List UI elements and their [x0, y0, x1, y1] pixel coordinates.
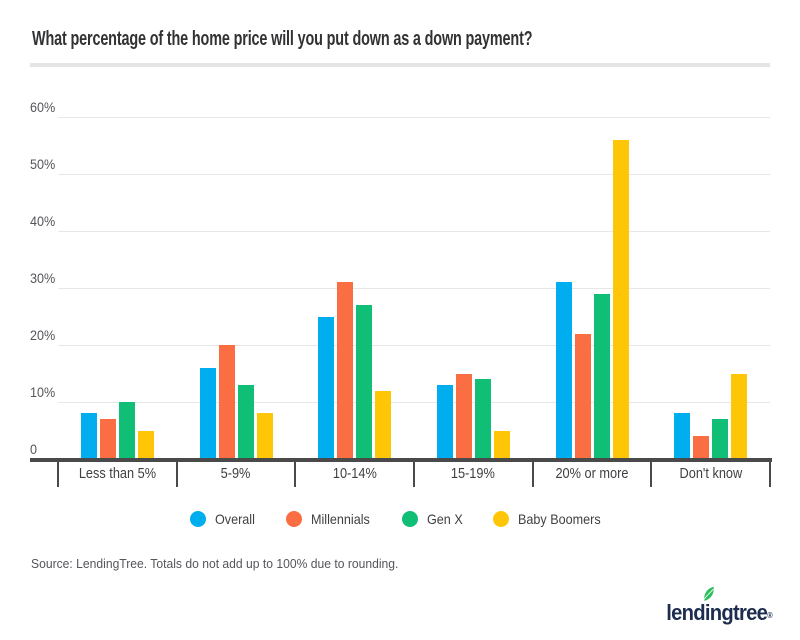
- legend: Overall Millennials Gen X Baby Boomers: [0, 511, 800, 527]
- axis-tick: [294, 459, 297, 487]
- bar-millennials-0: [99, 419, 116, 459]
- y-axis-label: 40%: [30, 213, 56, 229]
- legend-item-overall: Overall: [190, 511, 259, 527]
- category-label: Don't know: [651, 464, 770, 484]
- category-label: 10-14%: [295, 464, 414, 484]
- bar-overall-3: [436, 384, 453, 459]
- category-label-text: Don't know: [679, 465, 742, 482]
- bar-millennials-4: [574, 333, 591, 459]
- logo-text: lendingtree®: [666, 586, 773, 626]
- axis-tick: [531, 459, 534, 487]
- logo-wordmark: lendingtree: [666, 600, 768, 625]
- bar-gen-x-1: [237, 384, 254, 459]
- bar-baby-boomers-5: [731, 373, 748, 459]
- page-title: What percentage of the home price will y…: [32, 28, 533, 50]
- axis-tick: [57, 459, 59, 487]
- y-gridline: [58, 173, 770, 175]
- bar-gen-x-0: [118, 402, 135, 459]
- y-gridline: [58, 116, 770, 118]
- y-axis-label: 10%: [30, 384, 56, 400]
- bar-gen-x-5: [712, 419, 729, 459]
- category-label-text: 20% or more: [555, 465, 629, 482]
- y-gridline: [58, 344, 770, 346]
- title-divider: [30, 63, 770, 67]
- bar-baby-boomers-0: [137, 430, 154, 459]
- legend-label: Overall: [215, 511, 256, 527]
- lendingtree-logo: lendingtree®: [657, 586, 773, 628]
- y-axis-label: 50%: [30, 156, 56, 172]
- axis-tick: [413, 459, 415, 487]
- y-axis-label: 20%: [30, 327, 56, 343]
- axis-tick: [175, 459, 178, 487]
- y-gridline: [58, 401, 770, 403]
- bar-millennials-2: [337, 282, 354, 459]
- legend-item-baby-boomers: Baby Boomers: [492, 511, 610, 527]
- category-label-text: 15-19%: [451, 465, 496, 482]
- bar-baby-boomers-4: [612, 139, 629, 459]
- source-note: Source: LendingTree. Totals do not add u…: [31, 557, 399, 571]
- bar-baby-boomers-3: [493, 430, 510, 459]
- bar-gen-x-2: [356, 305, 373, 459]
- legend-label: Millennials: [310, 511, 370, 527]
- legend-swatch-gen-x: [402, 511, 419, 527]
- category-label: 15-19%: [414, 464, 533, 484]
- bar-gen-x-3: [474, 379, 491, 459]
- legend-item-millennials: Millennials: [285, 511, 376, 527]
- legend-label: Gen X: [427, 511, 463, 527]
- legend-swatch-millennials: [285, 511, 302, 527]
- y-axis-label: 30%: [30, 270, 56, 286]
- category-label-text: 10-14%: [332, 465, 377, 482]
- axis-tick: [769, 459, 771, 487]
- bar-millennials-5: [693, 436, 710, 459]
- y-gridline: [58, 287, 770, 289]
- category-label: 20% or more: [533, 464, 652, 484]
- legend-swatch-baby-boomers: [492, 511, 509, 527]
- bar-overall-5: [674, 413, 691, 459]
- bar-millennials-1: [218, 345, 235, 459]
- category-label: 5-9%: [177, 464, 296, 484]
- category-label-text: 5-9%: [221, 465, 251, 482]
- y-axis-label: 0: [30, 441, 38, 457]
- category-label-text: Less than 5%: [78, 465, 156, 482]
- axis-tick: [650, 459, 653, 487]
- bar-chart: 60% 50% 40% 30% 20% 10% 0 Less than 5% 5-9% 10-14…: [30, 99, 772, 487]
- legend-swatch-overall: [190, 511, 207, 527]
- y-gridline: [58, 230, 770, 232]
- bar-baby-boomers-2: [375, 390, 392, 459]
- legend-label: Baby Boomers: [517, 511, 601, 527]
- y-axis-label: 60%: [30, 99, 56, 115]
- bar-overall-2: [318, 316, 335, 459]
- x-axis-line: [30, 458, 772, 462]
- registered-mark: ®: [767, 611, 772, 620]
- bar-gen-x-4: [593, 293, 610, 459]
- bar-millennials-3: [455, 373, 472, 459]
- bar-overall-1: [199, 367, 216, 459]
- bar-overall-4: [555, 282, 572, 459]
- bar-overall-0: [80, 413, 97, 459]
- bar-baby-boomers-1: [256, 413, 273, 459]
- leaf-icon: [703, 586, 714, 601]
- category-label: Less than 5%: [58, 464, 177, 484]
- legend-item-gen-x: Gen X: [402, 511, 467, 527]
